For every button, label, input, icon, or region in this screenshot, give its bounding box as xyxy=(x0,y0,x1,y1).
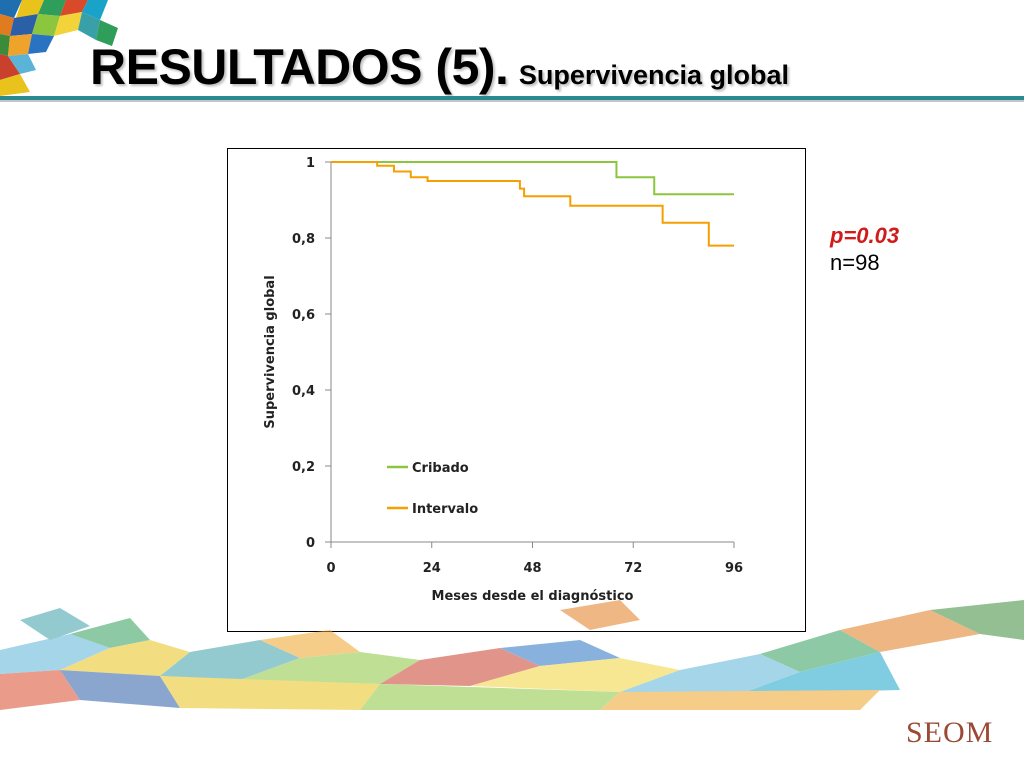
legend-label-intervalo: Intervalo xyxy=(412,502,478,517)
x-tick-label: 48 xyxy=(523,561,541,576)
y-tick-label: 1 xyxy=(306,156,315,171)
title-rule-shadow xyxy=(0,100,1024,102)
x-tick-label: 0 xyxy=(326,561,335,576)
y-tick-label: 0,8 xyxy=(292,232,315,247)
footer-mosaic-decoration xyxy=(0,600,1024,710)
seom-logo: SEOM xyxy=(906,716,994,749)
x-ticks: 0 24 48 72 96 xyxy=(326,542,743,576)
y-tick-label: 0,4 xyxy=(292,384,315,399)
slide-title-sub: Supervivencia global xyxy=(518,60,789,90)
survival-chart: 0 0,2 0,4 0,6 0,8 1 0 24 48 72 96 Meses desde el … xyxy=(263,156,743,604)
header-mosaic-decoration xyxy=(0,0,118,96)
title-rule xyxy=(0,96,1024,100)
series-line-cribado xyxy=(331,161,734,196)
x-axis-label: Meses desde el diagnóstico xyxy=(432,589,634,604)
series-line-intervalo xyxy=(331,161,734,247)
legend-label-cribado: Cribado xyxy=(412,461,469,476)
legend: Cribado Intervalo xyxy=(387,461,478,517)
series-lines xyxy=(331,161,734,247)
stats-annotation: p=0.03 n=98 xyxy=(830,222,899,276)
x-tick-label: 96 xyxy=(725,561,743,576)
y-axis-label: Supervivencia global xyxy=(263,275,278,428)
y-tick-label: 0,2 xyxy=(292,460,315,475)
slide-title: RESULTADOS (5). Supervivencia global xyxy=(90,38,789,96)
x-tick-label: 72 xyxy=(624,561,642,576)
y-ticks: 0 0,2 0,4 0,6 0,8 1 xyxy=(292,156,331,551)
p-value-label: p=0.03 xyxy=(830,223,900,248)
x-tick-label: 24 xyxy=(423,561,441,576)
y-tick-label: 0 xyxy=(306,536,315,551)
slide-title-main: RESULTADOS (5). xyxy=(90,39,509,95)
y-tick-label: 0,6 xyxy=(292,308,315,323)
sample-size-label: n=98 xyxy=(830,250,880,275)
